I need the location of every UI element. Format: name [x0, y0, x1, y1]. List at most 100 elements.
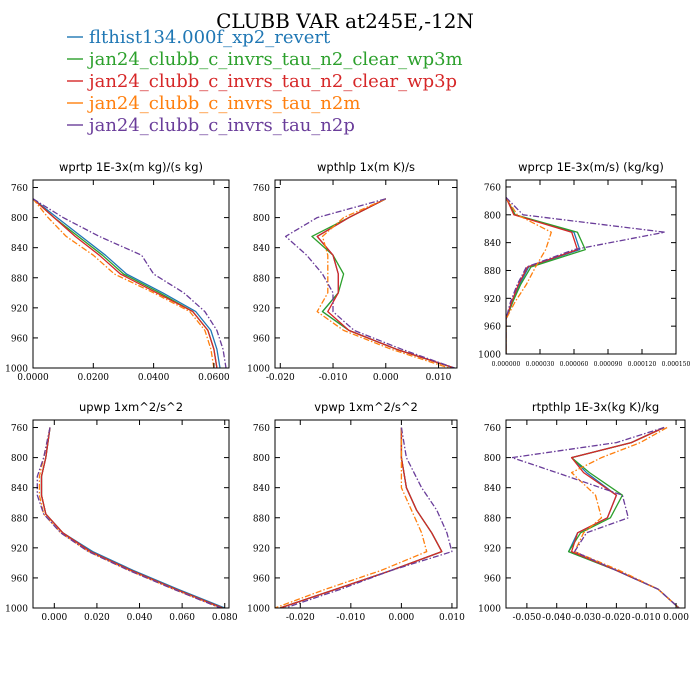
x-tick-label: 0.000090 — [594, 361, 623, 368]
y-tick-label: 840 — [253, 484, 270, 494]
series-line — [570, 426, 680, 608]
x-tick-label: 0.000 — [41, 613, 67, 623]
series-line — [506, 197, 552, 354]
y-tick-label: 760 — [253, 424, 270, 434]
x-tick-label: 0.020 — [84, 613, 110, 623]
y-tick-label: 920 — [11, 544, 28, 554]
y-tick-label: 840 — [484, 239, 501, 249]
y-tick-label: 960 — [484, 574, 501, 584]
series-line — [33, 198, 227, 368]
x-tick-label: 0.000120 — [628, 361, 657, 368]
series-line — [33, 198, 218, 368]
series-line — [33, 198, 221, 368]
legend-item: jan24_clubb_c_invrs_tau_n2p — [67, 115, 355, 136]
series-group — [284, 198, 455, 368]
y-tick-label: 1000 — [478, 605, 501, 615]
y-tick-label: 920 — [253, 544, 270, 554]
panel-title: rtpthlp 1E-3x(kg K)/kg — [532, 400, 659, 414]
y-tick-label: 840 — [253, 244, 270, 254]
series-line — [570, 426, 680, 608]
x-tick-label: 0.000 — [663, 613, 689, 623]
y-tick-label: 960 — [484, 323, 501, 333]
figure-title: CLUBB VAR at245E,-12N — [216, 9, 474, 33]
legend-item: jan24_clubb_c_invrs_tau_n2m — [67, 93, 360, 114]
chart-panels: wprtp 1E-3x(m kg)/(s kg) 760 800 840 880 920 9… — [5, 160, 690, 623]
x-tick-label: -0.050 — [512, 613, 541, 623]
x-tick-label: -0.030 — [572, 613, 601, 623]
panel-title: wprcp 1E-3x(m/s) (kg/kg) — [518, 160, 664, 174]
y-tick-label: 960 — [253, 574, 270, 584]
x-tick-label: 0.0200 — [78, 373, 110, 383]
legend-item: flthist134.000f_xp2_revert — [67, 27, 331, 48]
legend-item: jan24_clubb_c_invrs_tau_n2_clear_wp3p — [67, 71, 457, 92]
y-tick-label: 760 — [484, 183, 501, 193]
x-tick-label: -0.020 — [602, 613, 631, 623]
series-group — [511, 426, 680, 608]
panel-title: wpthlp 1x(m K)/s — [317, 160, 415, 174]
series-line — [511, 426, 680, 608]
chart-panel: upwp 1xm^2/s^2 760 800 840 880 920 960 1000 0.00… — [5, 400, 238, 623]
x-tick-label: -0.010 — [632, 613, 661, 623]
series-line — [506, 197, 579, 354]
legend-item: jan24_clubb_c_invrs_tau_n2_clear_wp3m — [67, 49, 463, 70]
y-tick-label: 760 — [484, 424, 501, 434]
y-tick-label: 1000 — [478, 351, 501, 361]
legend-label: jan24_clubb_c_invrs_tau_n2_clear_wp3p — [87, 71, 457, 92]
y-tick-label: 840 — [11, 484, 28, 494]
x-tick-label: -0.010 — [336, 613, 365, 623]
y-tick-label: 1000 — [247, 365, 270, 375]
y-tick-label: 760 — [11, 424, 28, 434]
series-group — [36, 427, 225, 608]
x-tick-label: 0.040 — [127, 613, 153, 623]
series-line — [38, 427, 221, 608]
legend: flthist134.000f_xp2_revertjan24_clubb_c_… — [67, 27, 463, 136]
y-tick-label: 800 — [11, 214, 28, 224]
x-tick-label: 0.000 — [373, 373, 399, 383]
chart-panel: vpwp 1xm^2/s^2 760 800 840 880 920 960 1000 -0.0… — [247, 400, 465, 623]
series-line — [36, 427, 221, 608]
y-tick-label: 960 — [11, 574, 28, 584]
chart-panel: rtpthlp 1E-3x(kg K)/kg 760 800 840 880 920 960… — [478, 400, 689, 623]
x-tick-label: 0.000 — [389, 613, 415, 623]
x-tick-label: 0.010 — [426, 373, 452, 383]
series-line — [506, 197, 586, 354]
x-tick-label: 0.000030 — [526, 361, 555, 368]
series-line — [275, 427, 428, 608]
chart-panel: wprtp 1E-3x(m kg)/(s kg) 760 800 840 880 920 9… — [5, 160, 230, 383]
x-tick-label: 0.000000 — [492, 361, 521, 368]
plot-frame — [32, 179, 230, 369]
x-tick-label: 0.000150 — [662, 361, 691, 368]
series-line — [279, 427, 443, 608]
plot-frame — [32, 419, 230, 609]
series-line — [311, 198, 455, 368]
series-line — [33, 198, 215, 368]
y-tick-label: 760 — [11, 184, 28, 194]
x-tick-label: 0.0600 — [198, 373, 230, 383]
y-tick-label: 880 — [11, 514, 28, 524]
y-tick-label: 880 — [484, 514, 501, 524]
y-tick-label: 800 — [484, 454, 501, 464]
series-line — [284, 427, 453, 608]
panel-title: vpwp 1xm^2/s^2 — [314, 400, 418, 414]
y-tick-label: 840 — [484, 484, 501, 494]
x-tick-label: 0.0000 — [17, 373, 49, 383]
y-tick-label: 880 — [484, 267, 501, 277]
series-group — [275, 427, 453, 608]
y-tick-label: 920 — [484, 295, 501, 305]
chart-panel: wprcp 1E-3x(m/s) (kg/kg) 760 800 840 880 920 9… — [478, 160, 690, 368]
series-group — [506, 196, 666, 354]
x-tick-label: 0.0400 — [138, 373, 170, 383]
y-tick-label: 920 — [11, 304, 28, 314]
y-tick-label: 920 — [484, 544, 501, 554]
y-tick-label: 800 — [484, 211, 501, 221]
y-tick-label: 1000 — [5, 365, 28, 375]
x-tick-label: 0.080 — [212, 613, 238, 623]
y-tick-label: 760 — [253, 184, 270, 194]
x-tick-label: -0.020 — [266, 373, 295, 383]
y-tick-label: 840 — [11, 244, 28, 254]
series-line — [40, 427, 223, 608]
y-tick-label: 800 — [11, 454, 28, 464]
plot-frame — [274, 419, 458, 609]
series-line — [506, 196, 666, 354]
